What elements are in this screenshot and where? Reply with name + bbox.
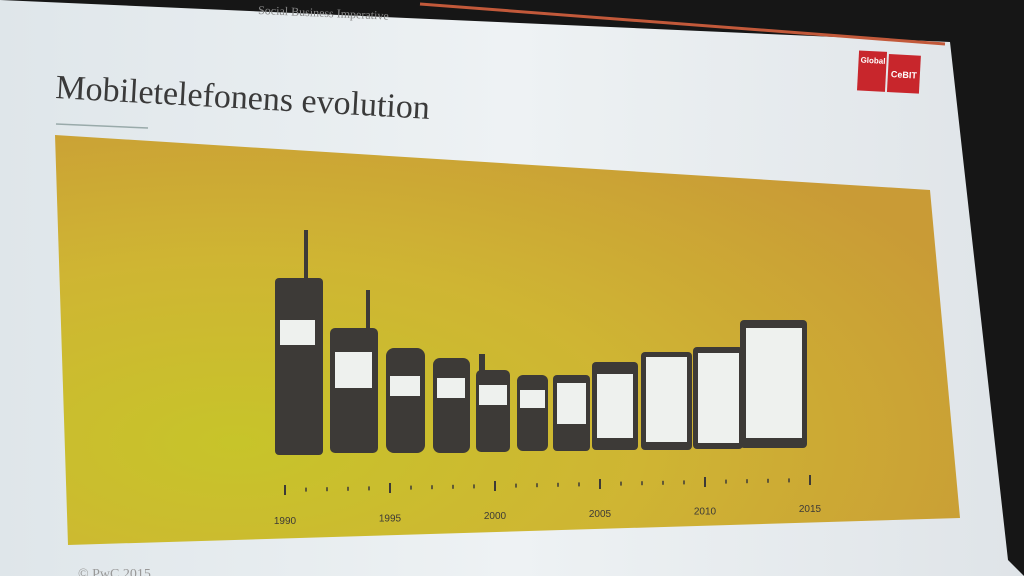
screen [520,390,545,408]
antenna [479,354,485,374]
screen [280,320,315,345]
logo-box [856,50,888,92]
header-rule [419,2,946,46]
year-label: 1990 [274,516,297,527]
title-rule [55,123,149,129]
logo-text: Global [860,56,885,66]
screens [280,320,802,443]
antenna [366,290,370,332]
timeline-labels: 1990 1995 2000 2005 2010 2015 [274,504,822,527]
phone [476,370,510,452]
logo-box [886,54,921,94]
screen [335,352,372,388]
logo-text: CeBIT [891,69,918,80]
year-label: 2005 [589,509,612,520]
phone [433,358,470,453]
antenna [304,230,308,282]
phone [517,375,548,451]
screen [746,328,802,438]
screen [390,376,420,396]
phone [275,278,323,455]
screen [597,374,633,438]
running-title: Social Business Imperative [258,3,389,23]
screen [646,357,687,442]
logo: Global CeBIT [856,50,921,94]
phone [330,328,378,453]
timeline-ticks [284,475,811,495]
panel [55,135,960,545]
year-label: 2015 [799,504,822,515]
screen [557,383,586,424]
year-label: 2010 [694,506,717,517]
year-label: 2000 [484,511,507,522]
screen [698,353,739,443]
screen [437,378,465,398]
footer: © PwC 2015 [78,567,151,576]
phone [386,348,425,453]
screen [479,385,507,405]
year-label: 1995 [379,514,402,525]
